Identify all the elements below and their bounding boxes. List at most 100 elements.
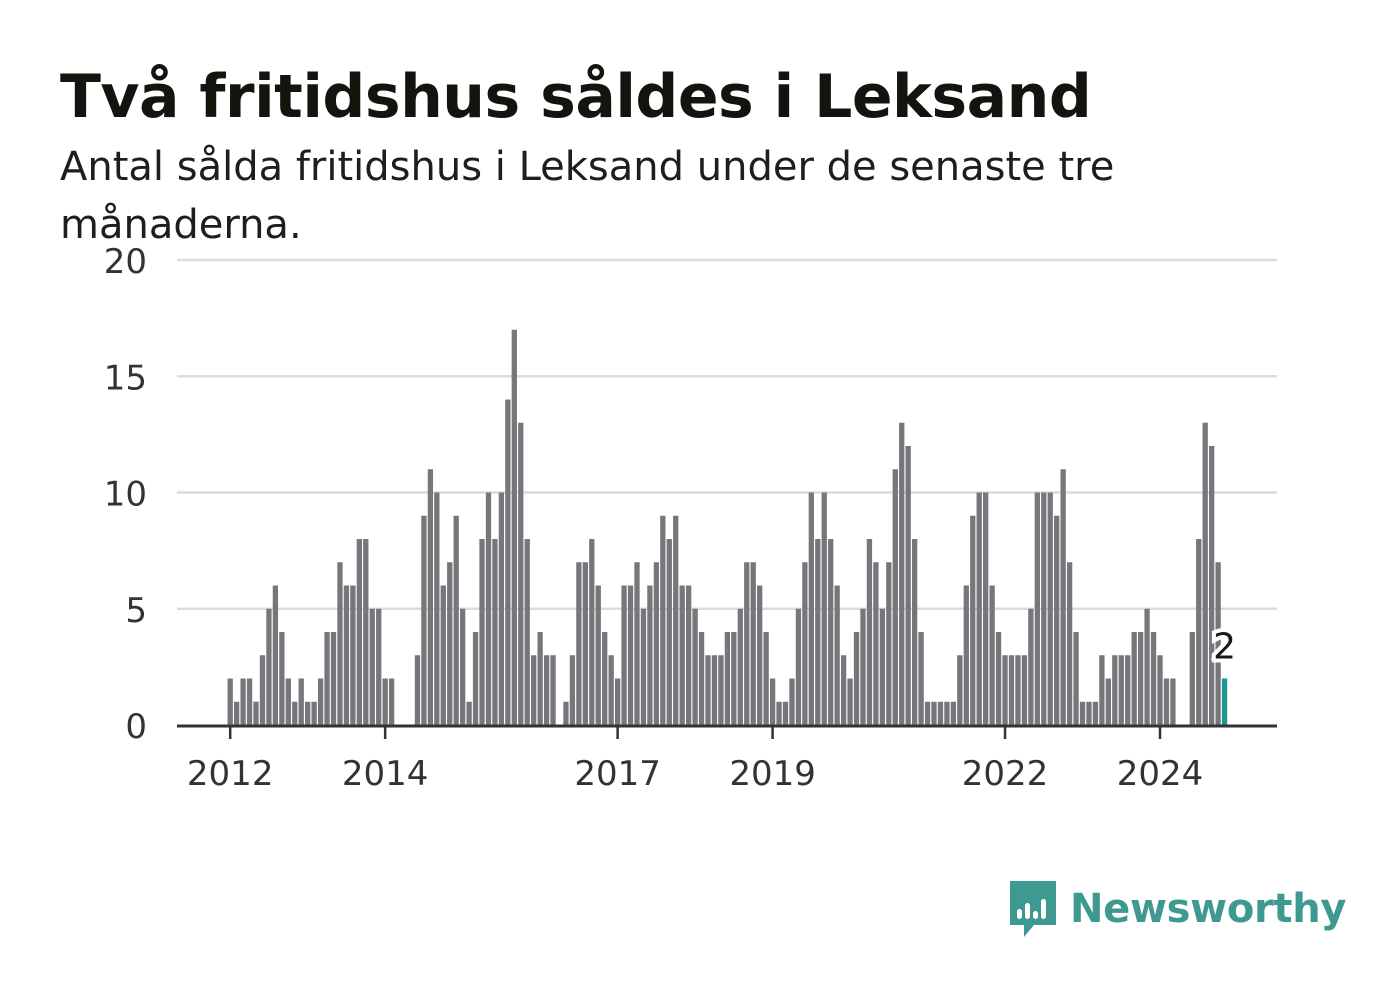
bar (337, 562, 343, 725)
bar (937, 701, 944, 725)
bar (1008, 655, 1015, 725)
bar (899, 422, 905, 725)
bar (479, 539, 485, 725)
bar (259, 655, 266, 725)
bar (795, 608, 802, 725)
y-tick-label: 10 (104, 475, 147, 515)
bar (750, 562, 756, 725)
bar (472, 632, 479, 725)
bar (763, 632, 769, 725)
bar (440, 585, 446, 725)
bar (511, 329, 517, 725)
x-tick-label: 2019 (729, 754, 816, 794)
bar (543, 655, 550, 725)
bar (950, 701, 957, 725)
y-tick-label: 0 (125, 707, 147, 747)
bar (815, 539, 821, 725)
bar (718, 655, 724, 725)
bar (724, 632, 731, 725)
bar (279, 632, 285, 725)
bar (808, 492, 814, 725)
bar (246, 678, 253, 725)
bar (531, 655, 537, 725)
bar (769, 678, 776, 725)
bar (614, 678, 621, 725)
bar (324, 632, 330, 725)
bar (963, 585, 969, 725)
bar (866, 539, 873, 725)
bar (414, 655, 421, 725)
bar (976, 492, 982, 725)
bar (434, 492, 440, 725)
bar (1215, 562, 1221, 725)
bar (356, 539, 362, 725)
bar (608, 655, 614, 725)
bar (1125, 655, 1131, 725)
bar (1041, 492, 1047, 725)
bar (595, 585, 601, 725)
y-tick-label: 5 (125, 591, 147, 631)
bar (330, 632, 337, 725)
bar (840, 655, 847, 725)
chart-title: Två fritidshus såldes i Leksand (60, 62, 1092, 132)
data-label: 2 (1213, 627, 1236, 668)
bar (1202, 422, 1208, 725)
x-tick-label: 2024 (1117, 754, 1204, 794)
x-tick-label: 2014 (342, 754, 429, 794)
bar (1150, 632, 1157, 725)
bar (692, 608, 698, 725)
bar (621, 585, 627, 725)
bar (640, 608, 647, 725)
bar (1047, 492, 1053, 725)
bar (744, 562, 750, 725)
bar (802, 562, 808, 725)
bar (666, 539, 672, 725)
bar (731, 632, 737, 725)
bar (1073, 632, 1079, 725)
bar (1060, 469, 1066, 725)
bar (679, 585, 685, 725)
bar (924, 701, 931, 725)
bar (550, 655, 556, 725)
bar (1092, 701, 1099, 725)
bar (1086, 701, 1092, 725)
bar (1066, 562, 1073, 725)
chart-subtitle: Antal sålda fritidshus i Leksand under d… (60, 144, 1115, 248)
bar (918, 632, 924, 725)
bar (266, 608, 272, 725)
bar (537, 632, 543, 725)
bar (847, 678, 853, 725)
bar (272, 585, 279, 725)
bar (1015, 655, 1021, 725)
bar (673, 515, 679, 725)
bar (1170, 678, 1176, 725)
newsworthy-logo-icon (1010, 881, 1056, 937)
bar (685, 585, 692, 725)
bar (653, 562, 660, 725)
bar (944, 701, 950, 725)
bar (873, 562, 879, 725)
bar (447, 562, 453, 725)
y-tick-label: 20 (104, 242, 147, 282)
bar (705, 655, 711, 725)
bar (1189, 632, 1195, 725)
y-tick-label: 15 (104, 358, 147, 398)
bar (828, 539, 834, 725)
bar (757, 585, 763, 725)
bar (892, 469, 898, 725)
bar (524, 539, 530, 725)
x-tick-label: 2022 (962, 754, 1049, 794)
bar (995, 632, 1002, 725)
x-tick-label: 2012 (187, 754, 274, 794)
bar (1099, 655, 1105, 725)
bar (1118, 655, 1124, 725)
bar (834, 585, 840, 725)
bar (602, 632, 608, 725)
bar (363, 539, 369, 725)
bar (421, 515, 427, 725)
bar (1131, 632, 1137, 725)
bar (911, 539, 918, 725)
bar (518, 422, 524, 725)
bar (343, 585, 350, 725)
